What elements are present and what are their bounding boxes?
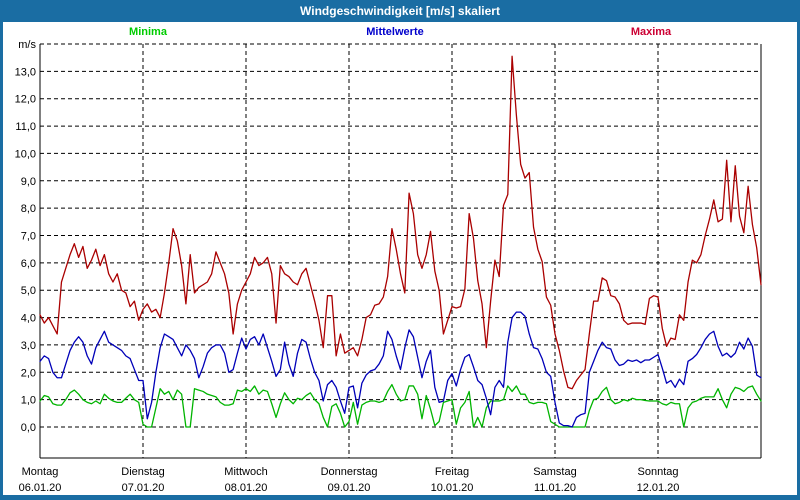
y-axis-unit-label: m/s [18,39,36,51]
x-day-date-label: 10.01.20 [431,482,474,494]
legend-minima: Minima [129,26,167,38]
x-day-date-label: 09.01.20 [328,482,371,494]
y-tick-label: 2,0 [21,367,36,379]
legend-maxima: Maxima [630,26,672,38]
x-day-name-label: Freitag [435,466,469,478]
y-tick-label: 5,0 [21,285,36,297]
maxima-line [39,55,762,390]
y-tick-label: 0,0 [21,422,36,434]
y-tick-label: 1,0 [21,395,36,407]
x-day-date-label: 08.01.20 [225,482,268,494]
y-tick-label: 4,0 [21,313,36,325]
x-day-name-label: Mittwoch [224,466,267,478]
x-day-name-label: Donnerstag [321,466,378,478]
x-day-date-label: 07.01.20 [122,482,165,494]
x-day-name-label: Samstag [533,466,576,478]
y-tick-label: 13,0 [15,66,36,78]
x-day-date-label: 06.01.20 [19,482,62,494]
minima-line [39,383,762,428]
window-title: Windgeschwindigkeit [m/s] skaliert [300,4,500,18]
x-day-name-label: Dienstag [121,466,164,478]
legend-mittelwerte: Mittelwerte [366,26,424,38]
y-tick-label: 11,0 [15,121,36,133]
y-tick-label: 8,0 [21,203,36,215]
y-tick-label: 12,0 [15,94,36,106]
x-day-date-label: 11.01.20 [534,482,576,494]
y-tick-label: 7,0 [21,231,36,243]
mittelwerte-line [39,311,762,428]
y-tick-label: 9,0 [21,176,36,188]
title-bar: Windgeschwindigkeit [m/s] skaliert [3,0,797,22]
y-tick-label: 10,0 [15,148,36,160]
x-day-date-label: 12.01.20 [637,482,680,494]
x-day-name-label: Montag [22,466,59,478]
y-tick-label: 6,0 [21,258,36,270]
y-tick-label: 3,0 [21,340,36,352]
x-day-name-label: Sonntag [638,466,679,478]
